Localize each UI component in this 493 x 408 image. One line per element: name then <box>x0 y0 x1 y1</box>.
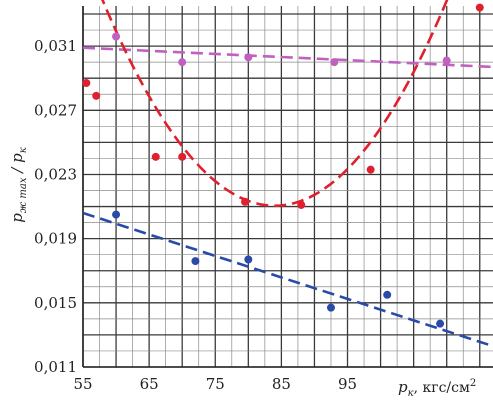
x-tick-label: 85 <box>272 375 291 393</box>
data-point-series-1 <box>112 32 121 41</box>
trend-line-1 <box>82 46 493 69</box>
data-point-series-2 <box>151 152 160 161</box>
data-point-series-3 <box>244 255 253 264</box>
x-title-symbol: p <box>398 378 408 396</box>
data-point-series-2 <box>475 3 484 12</box>
data-point-series-2 <box>241 197 250 206</box>
y-axis-title: pж max / pк <box>8 147 29 222</box>
data-point-series-2 <box>366 165 375 174</box>
y-tick-label: 0,019 <box>34 230 77 248</box>
x-tick-label: 65 <box>140 375 159 393</box>
data-point-series-3 <box>383 290 392 299</box>
x-tick-label: 75 <box>206 375 225 393</box>
y-title-num-subscript: ж max <box>18 177 29 213</box>
trend-line-3 <box>82 211 493 348</box>
x-title-unit: , кгс/см <box>414 380 470 396</box>
data-point-series-3 <box>191 257 200 266</box>
data-point-series-1 <box>442 56 451 65</box>
data-point-series-3 <box>436 319 445 328</box>
trend-line-2 <box>101 0 449 208</box>
x-tick-label: 55 <box>73 375 92 393</box>
y-tick-label: 0,027 <box>34 101 77 119</box>
y-tick-label: 0,031 <box>34 37 77 55</box>
y-title-separator: / <box>8 163 26 178</box>
grid <box>82 6 493 368</box>
trend-lines <box>82 0 493 348</box>
x-title-unit-sup: 2 <box>470 378 476 389</box>
y-title-den-symbol: p <box>8 153 26 163</box>
data-point-series-2 <box>92 91 101 100</box>
data-point-series-1 <box>244 53 253 62</box>
y-tick-label: 0,023 <box>34 165 77 183</box>
data-point-series-1 <box>330 58 339 67</box>
data-point-series-2 <box>82 79 91 88</box>
x-axis-title: pк, кгс/см2 <box>398 378 476 399</box>
y-title-num-symbol: p <box>8 213 26 223</box>
data-point-series-2 <box>178 152 187 161</box>
x-title-subscript: к <box>408 388 414 399</box>
y-tick-label: 0,011 <box>34 358 77 376</box>
data-point-series-1 <box>178 58 187 67</box>
data-points <box>82 3 484 328</box>
data-point-series-2 <box>297 200 306 209</box>
tick-labels: 0,011 0,015 0,019 0,023 0,027 0,031 55 65 75 85 95 <box>34 37 357 393</box>
y-tick-label: 0,015 <box>34 294 77 312</box>
y-title-den-subscript: к <box>18 147 29 153</box>
data-point-series-3 <box>112 210 121 219</box>
x-tick-label: 95 <box>338 375 357 393</box>
data-point-series-3 <box>326 303 335 312</box>
